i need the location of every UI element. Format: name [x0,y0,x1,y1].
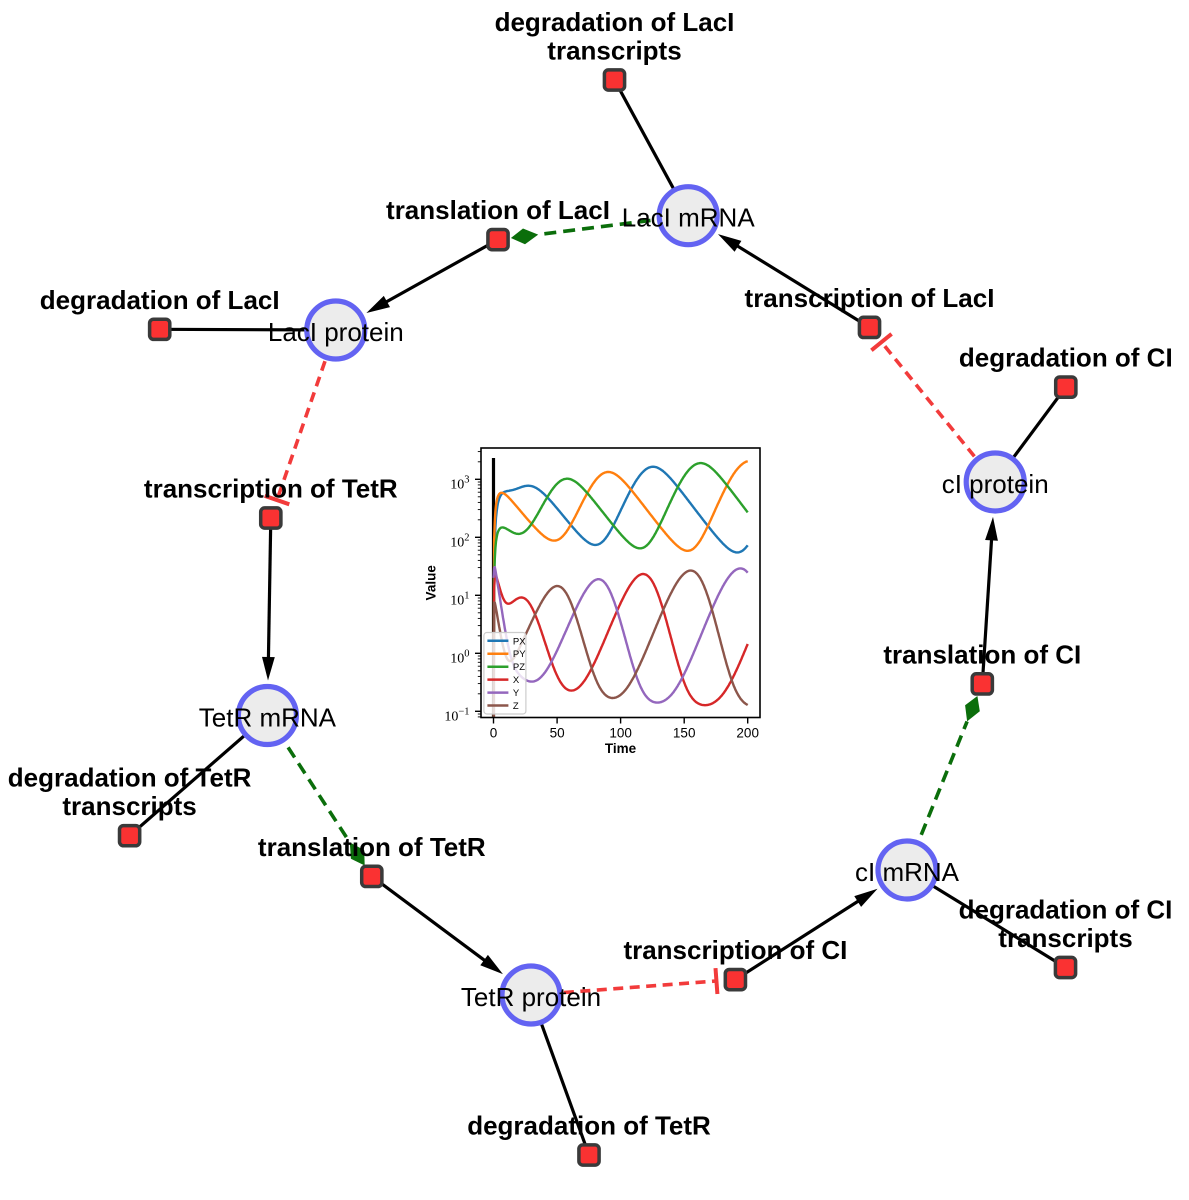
svg-text:cI mRNA: cI mRNA [855,857,960,887]
svg-text:translation of CI: translation of CI [883,639,1081,669]
svg-text:50: 50 [550,726,565,741]
svg-text:150: 150 [673,726,696,741]
svg-text:translation of TetR: translation of TetR [258,832,486,862]
svg-text:degradation of TetR: degradation of TetR [467,1111,711,1141]
svg-text:translation of LacI: translation of LacI [386,195,610,225]
svg-text:0: 0 [490,726,498,741]
svg-text:Time: Time [605,741,637,756]
svg-text:200: 200 [736,726,759,741]
svg-text:TetR mRNA: TetR mRNA [199,703,337,733]
svg-text:transcripts: transcripts [62,791,196,821]
svg-text:cI protein: cI protein [942,469,1049,499]
svg-text:transcripts: transcripts [998,923,1132,953]
svg-text:transcription of LacI: transcription of LacI [745,283,995,313]
svg-text:degradation of CI: degradation of CI [959,343,1173,373]
svg-text:PX: PX [513,636,526,647]
svg-text:degradation of LacI: degradation of LacI [495,7,735,37]
svg-text:transcription of TetR: transcription of TetR [144,474,398,504]
svg-text:PZ: PZ [513,662,525,673]
svg-text:transcripts: transcripts [547,36,681,66]
svg-text:transcription of CI: transcription of CI [623,935,847,965]
svg-text:LacI protein: LacI protein [268,317,404,347]
svg-text:Y: Y [513,688,520,699]
svg-text:TetR protein: TetR protein [461,982,601,1012]
svg-text:Z: Z [513,701,519,712]
svg-text:degradation of LacI: degradation of LacI [40,285,280,315]
svg-text:PY: PY [513,649,526,660]
svg-text:degradation of CI: degradation of CI [959,895,1173,925]
svg-text:Value: Value [424,565,439,601]
svg-text:X: X [513,675,520,686]
svg-text:degradation of TetR: degradation of TetR [8,763,252,793]
svg-text:100: 100 [609,726,632,741]
svg-text:LacI mRNA: LacI mRNA [622,203,756,233]
